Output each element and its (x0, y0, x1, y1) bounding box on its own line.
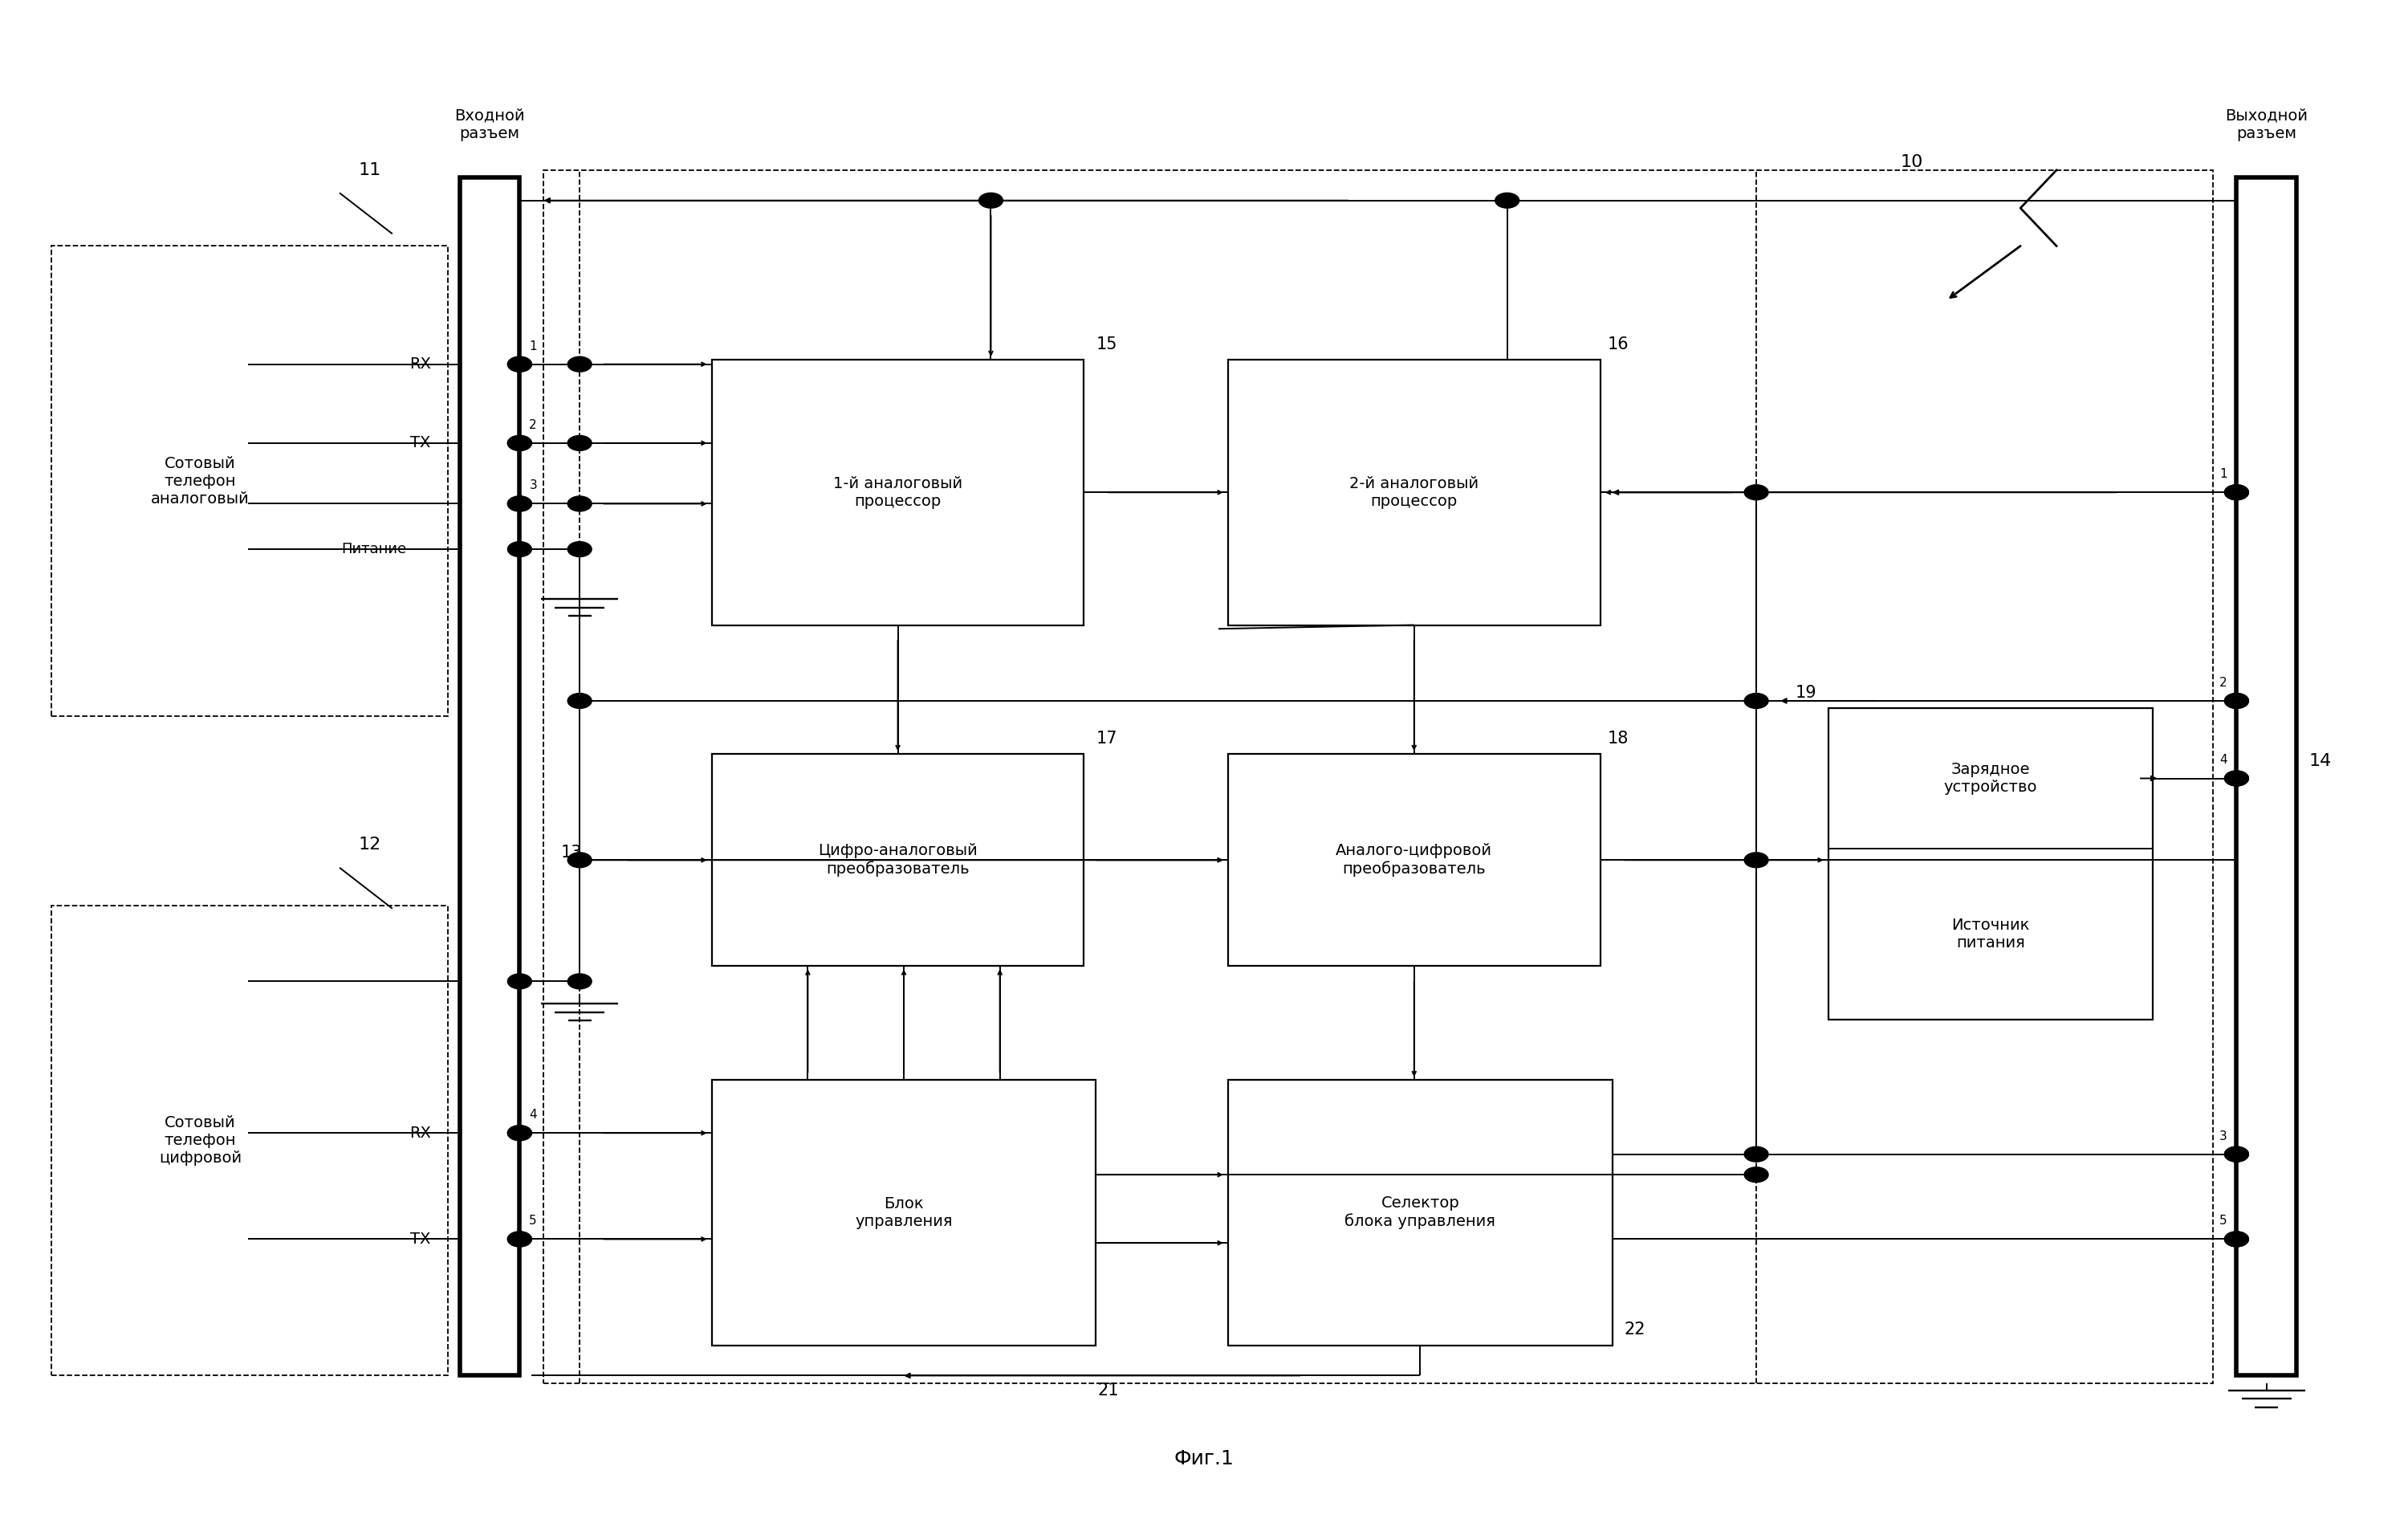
Text: Сотовый
телефон
цифровой: Сотовый телефон цифровой (159, 1115, 241, 1167)
Circle shape (568, 693, 592, 708)
Circle shape (508, 436, 532, 451)
Text: 15: 15 (1096, 337, 1117, 352)
Bar (2237, 178, 2297, 1375)
Text: Блок
управления: Блок управления (855, 1196, 954, 1229)
Text: Источник
питания: Источник питания (1950, 917, 2030, 950)
Circle shape (1743, 853, 1767, 868)
Text: Зарядное
устройство: Зарядное устройство (1943, 762, 2037, 795)
Circle shape (2225, 484, 2249, 500)
Circle shape (508, 1125, 532, 1141)
Bar (1228, 359, 1601, 624)
Circle shape (2225, 1232, 2249, 1247)
Bar (51, 245, 448, 716)
Circle shape (2225, 771, 2249, 786)
Text: 12: 12 (359, 836, 380, 853)
Text: 2-й аналоговый
процессор: 2-й аналоговый процессор (1348, 475, 1479, 509)
Text: RX: RX (409, 356, 431, 372)
Text: Питание: Питание (342, 542, 407, 556)
Circle shape (2225, 1147, 2249, 1162)
Text: 1-й аналоговый
процессор: 1-й аналоговый процессор (833, 475, 963, 509)
Text: 5: 5 (2220, 1215, 2227, 1228)
Text: 5: 5 (530, 1215, 537, 1228)
Text: 3: 3 (2220, 1130, 2227, 1142)
Text: TX: TX (409, 436, 431, 451)
Text: 19: 19 (1794, 685, 1816, 701)
Bar (713, 359, 1084, 624)
Text: Выходной
разъем: Выходной разъем (2225, 108, 2307, 142)
Circle shape (508, 1232, 532, 1247)
Text: Входной
разъем: Входной разъем (455, 108, 525, 142)
Text: 18: 18 (1609, 731, 1628, 746)
Circle shape (568, 356, 592, 372)
Circle shape (508, 496, 532, 512)
Bar (713, 754, 1084, 966)
Text: 16: 16 (1609, 337, 1628, 352)
Circle shape (1495, 193, 1519, 209)
Text: Аналого-цифровой
преобразователь: Аналого-цифровой преобразователь (1336, 844, 1493, 877)
Circle shape (2225, 1232, 2249, 1247)
Text: 2: 2 (530, 419, 537, 431)
Text: 4: 4 (2220, 754, 2227, 766)
Circle shape (568, 496, 592, 512)
Circle shape (508, 1125, 532, 1141)
Circle shape (508, 542, 532, 557)
Circle shape (2225, 1147, 2249, 1162)
Text: 2: 2 (2220, 676, 2227, 688)
Text: 1: 1 (2220, 468, 2227, 480)
Text: 4: 4 (530, 1109, 537, 1121)
Text: 11: 11 (359, 161, 380, 178)
Text: Сотовый
телефон
аналоговый: Сотовый телефон аналоговый (152, 455, 250, 506)
Circle shape (508, 973, 532, 988)
Text: 1: 1 (530, 340, 537, 352)
Circle shape (568, 853, 592, 868)
Circle shape (1743, 1167, 1767, 1182)
Text: 10: 10 (1900, 154, 1924, 171)
Bar (713, 1080, 1096, 1345)
Bar (544, 171, 2213, 1383)
Text: 22: 22 (1625, 1322, 1645, 1337)
Circle shape (980, 193, 1002, 209)
Circle shape (568, 542, 592, 557)
Bar (51, 906, 448, 1375)
Text: 3: 3 (530, 480, 537, 492)
Circle shape (568, 436, 592, 451)
Circle shape (508, 436, 532, 451)
Circle shape (2225, 693, 2249, 708)
Circle shape (508, 356, 532, 372)
Circle shape (1743, 1147, 1767, 1162)
Text: 13: 13 (561, 844, 583, 860)
Text: TX: TX (409, 1232, 431, 1247)
Text: Селектор
блока управления: Селектор блока управления (1344, 1196, 1495, 1229)
Circle shape (508, 1232, 532, 1247)
Text: Фиг.1: Фиг.1 (1175, 1450, 1233, 1468)
Circle shape (568, 973, 592, 988)
Circle shape (508, 496, 532, 512)
Bar (1228, 1080, 1613, 1345)
Bar (1828, 708, 2153, 1019)
Text: Цифро-аналоговый
преобразователь: Цифро-аналоговый преобразователь (819, 844, 978, 877)
Circle shape (2225, 484, 2249, 500)
Circle shape (1743, 484, 1767, 500)
Text: 17: 17 (1096, 731, 1117, 746)
Bar (460, 178, 520, 1375)
Circle shape (2225, 771, 2249, 786)
Circle shape (508, 356, 532, 372)
Circle shape (1743, 693, 1767, 708)
Bar (1228, 754, 1601, 966)
Text: RX: RX (409, 1125, 431, 1141)
Text: 21: 21 (1098, 1383, 1120, 1398)
Circle shape (2225, 693, 2249, 708)
Text: 14: 14 (2309, 754, 2331, 769)
